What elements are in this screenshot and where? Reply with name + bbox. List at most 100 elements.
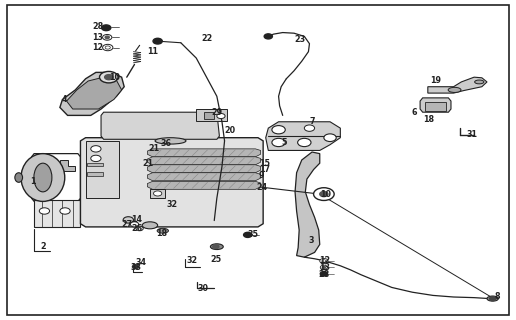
- Ellipse shape: [142, 222, 158, 229]
- Polygon shape: [101, 112, 219, 139]
- Polygon shape: [80, 138, 263, 227]
- Circle shape: [105, 36, 109, 39]
- Circle shape: [272, 125, 285, 134]
- Polygon shape: [295, 152, 320, 257]
- Circle shape: [154, 191, 162, 196]
- Text: 28: 28: [319, 269, 330, 279]
- Circle shape: [314, 188, 334, 200]
- Text: 22: 22: [201, 35, 213, 44]
- Text: 33: 33: [131, 263, 141, 272]
- Ellipse shape: [15, 173, 23, 182]
- Circle shape: [103, 35, 112, 40]
- Text: 9: 9: [259, 172, 265, 180]
- Polygon shape: [67, 77, 122, 109]
- Text: 24: 24: [256, 183, 268, 192]
- Circle shape: [244, 232, 252, 237]
- Polygon shape: [150, 189, 165, 198]
- Text: 5: 5: [281, 138, 287, 147]
- Text: 2: 2: [41, 242, 46, 251]
- Text: 21: 21: [149, 144, 159, 153]
- Text: 30: 30: [197, 284, 208, 293]
- Circle shape: [39, 208, 50, 214]
- Text: 31: 31: [466, 130, 477, 139]
- Text: 34: 34: [136, 258, 147, 267]
- Circle shape: [105, 75, 113, 80]
- Text: 29: 29: [212, 108, 223, 117]
- Text: 27: 27: [122, 220, 133, 229]
- Text: 25: 25: [211, 255, 222, 264]
- Polygon shape: [60, 72, 124, 116]
- Circle shape: [264, 34, 272, 39]
- Bar: [425, 102, 446, 111]
- Circle shape: [103, 44, 113, 51]
- Circle shape: [217, 114, 225, 119]
- Text: 17: 17: [259, 165, 270, 174]
- Text: 19: 19: [430, 76, 441, 85]
- Text: 12: 12: [319, 257, 330, 266]
- Circle shape: [320, 192, 328, 197]
- Text: 18: 18: [423, 115, 434, 124]
- Text: 7: 7: [310, 117, 315, 126]
- Circle shape: [320, 271, 328, 276]
- Text: 26: 26: [131, 224, 142, 233]
- Circle shape: [100, 71, 118, 83]
- Circle shape: [105, 46, 110, 49]
- Circle shape: [131, 222, 139, 227]
- Ellipse shape: [487, 296, 498, 301]
- Text: 1: 1: [30, 177, 36, 186]
- Ellipse shape: [448, 87, 461, 92]
- Ellipse shape: [211, 244, 223, 250]
- Circle shape: [102, 25, 111, 31]
- Text: 23: 23: [294, 35, 305, 44]
- Circle shape: [322, 260, 326, 262]
- Text: 32: 32: [187, 256, 198, 265]
- Circle shape: [320, 259, 328, 264]
- Bar: [87, 163, 103, 166]
- Polygon shape: [428, 77, 487, 93]
- Circle shape: [136, 226, 143, 231]
- Text: 28: 28: [92, 22, 104, 31]
- Polygon shape: [420, 98, 451, 112]
- Text: 18: 18: [156, 229, 167, 238]
- Polygon shape: [34, 200, 80, 227]
- Text: 8: 8: [495, 292, 501, 300]
- Circle shape: [324, 134, 336, 141]
- Text: 14: 14: [131, 215, 142, 224]
- Ellipse shape: [157, 228, 168, 233]
- Ellipse shape: [155, 138, 186, 144]
- Text: 35: 35: [248, 230, 259, 239]
- Polygon shape: [148, 165, 261, 173]
- Text: 36: 36: [160, 139, 171, 148]
- Circle shape: [213, 245, 219, 249]
- Text: 15: 15: [259, 159, 270, 168]
- Circle shape: [133, 265, 139, 269]
- Circle shape: [91, 146, 101, 152]
- Ellipse shape: [21, 154, 65, 201]
- Text: 3: 3: [309, 236, 314, 245]
- Text: 11: 11: [148, 47, 158, 56]
- Text: 13: 13: [92, 33, 103, 42]
- Text: 21: 21: [142, 159, 153, 168]
- Circle shape: [91, 155, 101, 162]
- Text: 32: 32: [166, 200, 178, 209]
- Text: 20: 20: [224, 126, 236, 135]
- Polygon shape: [148, 181, 261, 189]
- Ellipse shape: [34, 163, 52, 192]
- Circle shape: [60, 208, 70, 214]
- Text: 10: 10: [320, 190, 331, 199]
- Circle shape: [490, 297, 496, 300]
- Circle shape: [153, 38, 163, 44]
- Polygon shape: [148, 149, 261, 157]
- Text: 6: 6: [411, 108, 417, 117]
- Circle shape: [298, 138, 311, 147]
- Circle shape: [320, 265, 328, 270]
- Polygon shape: [148, 157, 261, 165]
- Ellipse shape: [475, 80, 484, 84]
- Text: 13: 13: [319, 263, 330, 272]
- Bar: [204, 112, 214, 119]
- Polygon shape: [266, 122, 341, 150]
- Circle shape: [272, 138, 285, 147]
- Text: 10: 10: [109, 73, 120, 82]
- Polygon shape: [86, 141, 119, 198]
- Text: 4: 4: [61, 95, 67, 104]
